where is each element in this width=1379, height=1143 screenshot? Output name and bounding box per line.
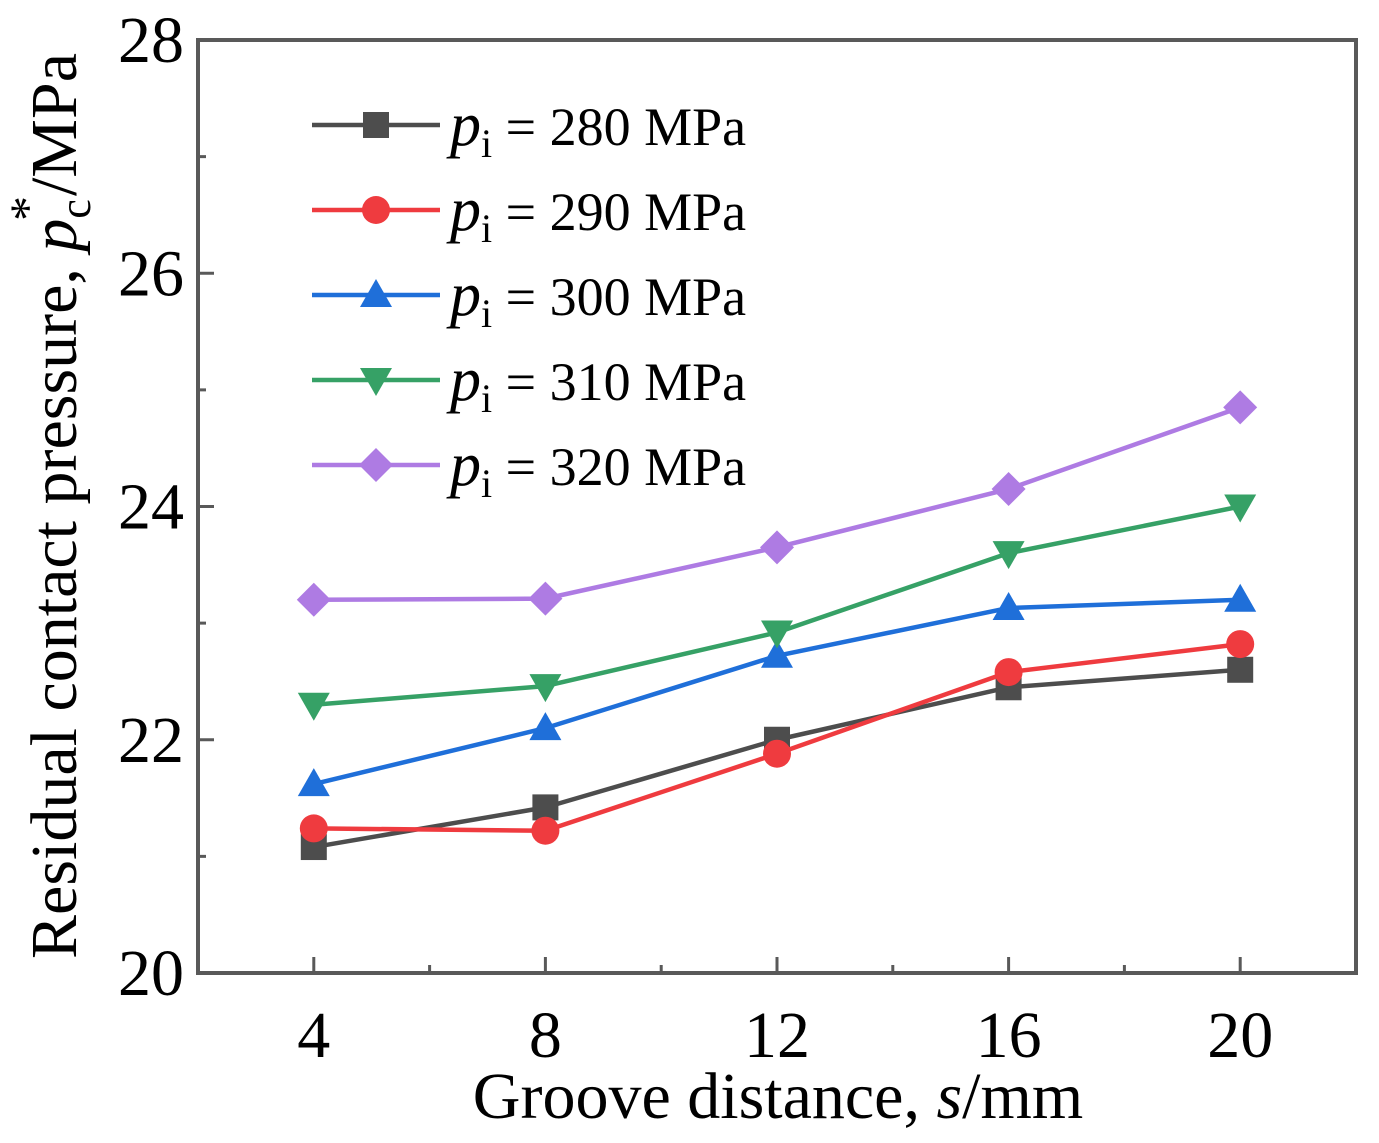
data-point — [531, 816, 560, 845]
data-point — [528, 581, 563, 616]
legend-item: pi = 280 MPa — [312, 91, 746, 166]
data-point — [1223, 390, 1258, 425]
y-axis-title-prefix: Residual contact pressure, — [18, 252, 91, 959]
data-point — [532, 794, 559, 821]
y-axis-title-suffix: /MPa — [18, 53, 91, 196]
data-point — [299, 814, 328, 843]
series-2 — [297, 583, 1257, 797]
x-tick-label: 12 — [744, 999, 810, 1072]
data-point — [760, 530, 794, 565]
x-tick-label: 8 — [529, 999, 562, 1072]
legend-label: pi = 310 MPa — [446, 346, 746, 421]
data-point — [1226, 630, 1255, 659]
legend-label: pi = 290 MPa — [446, 176, 746, 251]
data-point — [297, 768, 330, 797]
data-point — [991, 472, 1026, 507]
data-point — [529, 712, 562, 741]
x-tick-label: 4 — [297, 999, 330, 1072]
y-tick-label: 24 — [118, 471, 184, 544]
legend-item: pi = 310 MPa — [312, 346, 746, 421]
x-tick-label: 16 — [976, 999, 1042, 1072]
legend-label: pi = 280 MPa — [446, 91, 746, 166]
legend-marker — [360, 368, 392, 396]
y-tick-label: 26 — [118, 237, 184, 310]
y-tick-label: 22 — [118, 704, 184, 777]
data-point — [763, 739, 791, 768]
y-tick-label: 28 — [118, 4, 184, 77]
x-tick-label: 20 — [1207, 999, 1273, 1072]
y-tick-label: 20 — [118, 937, 184, 1010]
y-axis-title-symbol: p — [18, 219, 91, 256]
series-layer — [296, 390, 1258, 861]
data-point — [297, 692, 330, 721]
data-point — [1224, 494, 1257, 523]
series-1 — [299, 630, 1255, 845]
legend-label: pi = 320 MPa — [446, 431, 746, 506]
data-point — [296, 582, 331, 617]
y-axis-title-subscript: c — [51, 199, 100, 219]
legend-marker — [359, 448, 393, 482]
plot-frame — [196, 38, 1358, 975]
data-point — [529, 674, 562, 703]
series-3 — [297, 494, 1257, 721]
legend-item: pi = 290 MPa — [312, 176, 746, 251]
legend-marker — [362, 196, 390, 224]
legend-label: pi = 300 MPa — [446, 261, 746, 336]
x-axis-title: Groove distance, s/mm — [473, 1060, 1083, 1133]
series-4 — [296, 390, 1258, 617]
data-point — [1227, 656, 1254, 683]
legend-item: pi = 300 MPa — [312, 261, 746, 336]
x-axis-title-prefix: Groove distance, — [473, 1060, 937, 1133]
y-axis-title-superscript: * — [0, 196, 55, 221]
legend-marker — [360, 279, 392, 307]
legend: pi = 280 MPa pi = 290 MPa pi = 300 MPa pi =… — [312, 91, 746, 506]
legend-marker — [363, 112, 389, 138]
data-point — [992, 541, 1025, 570]
data-point — [992, 591, 1025, 620]
x-axis-title-suffix: /mm — [962, 1060, 1083, 1133]
x-axis-title-symbol: s — [936, 1060, 962, 1133]
legend-item: pi = 320 MPa — [312, 431, 746, 506]
data-point — [761, 620, 793, 649]
data-point — [994, 658, 1023, 687]
data-point — [1224, 583, 1257, 612]
axes: 4 8 12 16 20 20 22 24 26 28 — [118, 4, 1273, 1072]
data-point — [761, 639, 793, 668]
y-axis-title: Residual contact pressure, pc*/MPa — [0, 53, 100, 959]
